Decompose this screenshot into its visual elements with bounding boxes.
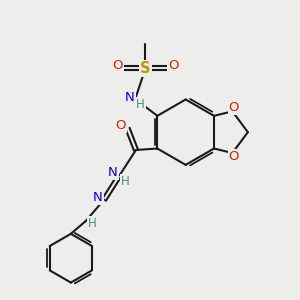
Text: O: O: [229, 101, 239, 114]
Text: N: N: [93, 191, 103, 204]
Text: N: N: [108, 167, 118, 179]
Text: N: N: [125, 92, 135, 104]
Text: O: O: [168, 59, 179, 72]
Text: O: O: [229, 150, 239, 163]
Text: O: O: [112, 59, 123, 72]
Text: H: H: [88, 217, 97, 230]
Text: H: H: [121, 175, 129, 188]
Text: O: O: [115, 119, 125, 132]
Text: H: H: [136, 98, 145, 111]
Text: S: S: [140, 61, 151, 76]
